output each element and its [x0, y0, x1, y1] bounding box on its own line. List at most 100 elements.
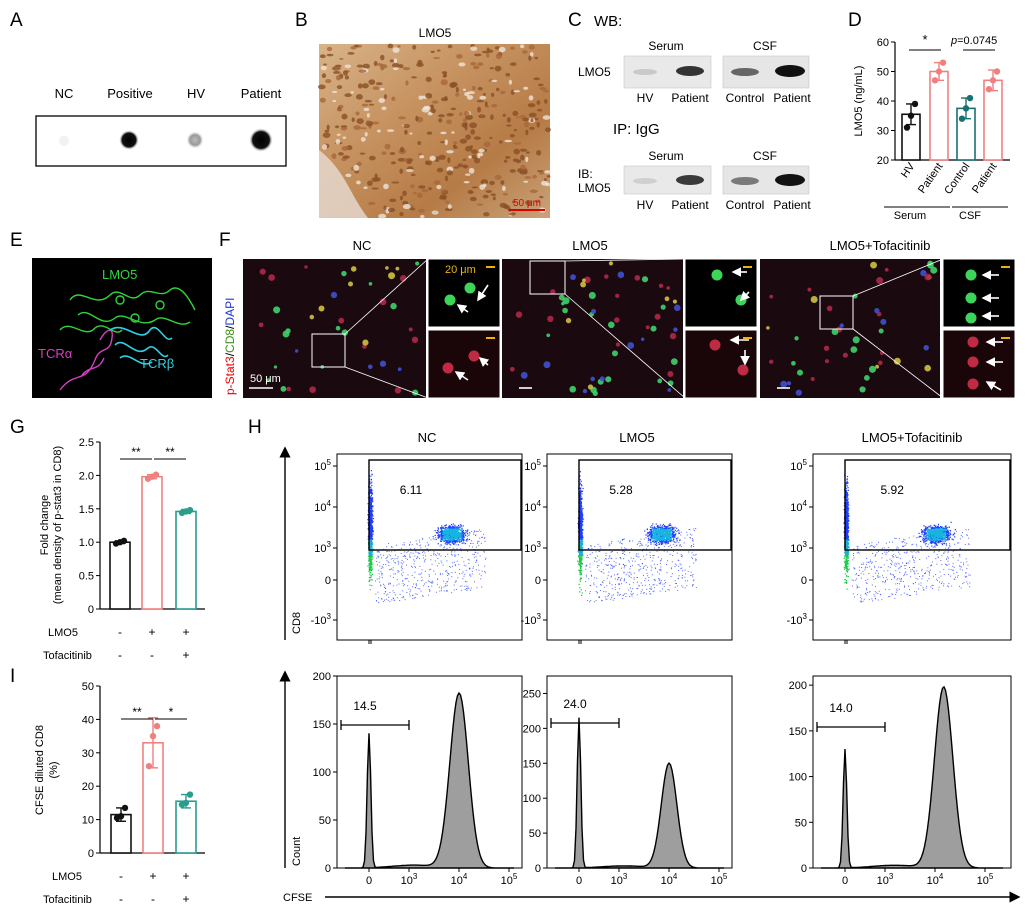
flow-dot	[674, 586, 676, 588]
if-cell	[807, 287, 812, 292]
ihc-cell	[537, 108, 543, 112]
ihc-cell	[539, 195, 544, 199]
flow-dot	[371, 488, 373, 490]
flow-dot	[442, 564, 444, 566]
flow-dot	[672, 535, 674, 537]
flow-dot	[578, 557, 581, 559]
flow-dot	[440, 535, 442, 537]
ihc-cell	[505, 72, 511, 77]
flow-dot	[438, 536, 440, 538]
flow-dot	[652, 538, 654, 540]
flow-dot	[436, 529, 439, 532]
if-cell	[870, 261, 877, 269]
flow-dot	[478, 529, 480, 531]
data-point	[153, 722, 161, 730]
flow-dot	[581, 543, 583, 545]
flow-dot	[667, 542, 669, 545]
i-sig-star: *	[169, 705, 174, 719]
flow-dot	[670, 527, 672, 529]
flow-dot	[389, 582, 391, 584]
flow-dot	[423, 585, 425, 587]
y-tick-label: 0	[88, 604, 94, 616]
flow-dot	[372, 530, 374, 533]
flow-dot	[459, 569, 461, 571]
ihc-cell	[361, 83, 369, 89]
flow-dot	[387, 555, 389, 557]
panel-letter-d: D	[848, 10, 862, 31]
flow-dot	[424, 559, 426, 561]
flow-dot	[396, 597, 398, 599]
ihc-cell	[529, 52, 534, 57]
ihc-cell	[461, 122, 467, 128]
flow-dot	[369, 544, 371, 546]
flow-dot	[377, 555, 379, 557]
flow-dot	[675, 582, 677, 584]
ihc-cell	[350, 91, 354, 94]
ihc-cell	[543, 178, 547, 182]
flow-dot	[440, 544, 442, 546]
flow-dot	[660, 535, 662, 537]
flow-dot	[368, 563, 370, 565]
flow-dot	[579, 488, 582, 490]
flow-dot	[463, 561, 465, 563]
flow-dot	[579, 506, 582, 508]
flow-dot	[461, 532, 463, 534]
flow-dot	[660, 543, 663, 545]
flow-dot	[663, 550, 665, 552]
flow-dot	[477, 564, 479, 566]
wb-lane-control: Control	[726, 91, 765, 105]
flow-dot	[370, 546, 372, 548]
flow-dot	[370, 529, 372, 532]
flow-dot	[581, 490, 583, 492]
ihc-cell	[444, 175, 449, 182]
flow-dot	[579, 529, 581, 532]
flow-dot	[458, 541, 460, 543]
flow-dot	[624, 551, 626, 553]
flow-dot	[459, 532, 461, 535]
flow-dot	[461, 539, 463, 541]
flow-dot	[581, 493, 583, 495]
flow-dot	[591, 552, 593, 554]
flow-dot	[369, 532, 371, 535]
flow-dot	[453, 528, 455, 530]
flow-dot	[445, 570, 447, 572]
flow-dot	[580, 507, 582, 509]
flow-dot	[682, 574, 684, 576]
flow-dot	[582, 524, 584, 526]
data-point	[120, 537, 128, 545]
if-image	[243, 259, 426, 398]
flow-dot	[577, 551, 579, 553]
flow-dot	[371, 511, 373, 514]
flow-dot	[484, 570, 486, 572]
ihc-cell	[417, 141, 422, 145]
ihc-cell	[376, 129, 381, 133]
if-arrow	[478, 356, 490, 367]
structure-label-tcrb: TCRβ	[140, 356, 174, 371]
flow-dot	[459, 536, 461, 538]
flow-dot	[417, 552, 419, 554]
panel-letter-i: I	[10, 666, 15, 687]
flow-dot	[381, 566, 383, 568]
flow-dot	[659, 540, 661, 542]
ihc-cell	[436, 184, 442, 190]
flow-dot	[628, 576, 630, 578]
flow-dot	[579, 511, 581, 513]
flow-dot	[648, 539, 651, 541]
flow-dot	[660, 537, 663, 539]
panel-c: C WB: Serum CSF LMO5 HV Patient Control …	[568, 10, 811, 212]
flow-dot	[597, 591, 599, 593]
ihc-cell	[447, 157, 451, 164]
ihc-cell	[363, 186, 368, 190]
ihc-cell	[322, 63, 327, 66]
flow-dot	[455, 530, 457, 533]
flow-dot	[460, 533, 463, 535]
flow-dot	[670, 540, 672, 542]
ihc-cell	[521, 50, 528, 54]
i-row1-sign: +	[182, 869, 189, 883]
flow-dot	[476, 560, 478, 562]
flow-dot	[579, 498, 582, 500]
flow-dot	[664, 534, 667, 537]
flow-dot	[404, 599, 406, 601]
flow-dot	[453, 527, 455, 529]
flow-dot	[463, 542, 465, 544]
